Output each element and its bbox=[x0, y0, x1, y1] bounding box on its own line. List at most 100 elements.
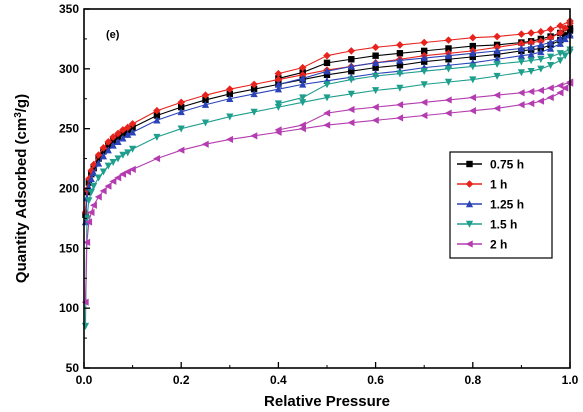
data-point bbox=[372, 72, 380, 80]
data-point bbox=[81, 298, 89, 306]
data-point bbox=[517, 58, 525, 66]
data-point bbox=[128, 165, 136, 173]
series-1-desorption-line bbox=[278, 27, 571, 79]
data-point bbox=[420, 38, 428, 47]
data-point bbox=[298, 121, 306, 129]
data-point bbox=[493, 55, 501, 63]
data-point bbox=[561, 35, 569, 43]
data-point bbox=[274, 103, 282, 111]
data-point bbox=[119, 170, 127, 178]
data-point bbox=[323, 67, 331, 75]
y-tick-label: 250 bbox=[59, 122, 79, 136]
data-point bbox=[299, 99, 307, 107]
y-tick-label: 300 bbox=[59, 62, 79, 76]
data-point bbox=[420, 68, 428, 76]
data-point bbox=[396, 56, 404, 64]
data-point bbox=[274, 100, 282, 108]
data-point bbox=[444, 96, 452, 104]
legend-item-5: 2 h bbox=[457, 238, 507, 252]
data-point bbox=[371, 103, 379, 111]
data-point bbox=[87, 175, 95, 183]
series-2-desorption-line bbox=[278, 20, 571, 75]
data-point bbox=[493, 72, 501, 80]
data-point bbox=[469, 49, 477, 57]
data-point bbox=[114, 129, 122, 138]
legend-marker bbox=[465, 220, 474, 228]
data-point bbox=[89, 160, 98, 169]
data-point bbox=[274, 85, 282, 93]
legend-item-1: 0.75 h bbox=[457, 158, 524, 172]
data-point bbox=[537, 56, 545, 64]
data-point bbox=[226, 85, 234, 93]
data-point bbox=[517, 39, 526, 48]
data-point bbox=[527, 68, 535, 76]
data-point bbox=[87, 188, 95, 196]
data-point bbox=[348, 56, 355, 63]
data-point bbox=[561, 52, 569, 60]
data-point bbox=[226, 90, 233, 98]
data-point bbox=[493, 91, 501, 99]
data-point bbox=[396, 41, 404, 49]
y-tick-label: 200 bbox=[59, 182, 79, 196]
data-point bbox=[114, 174, 122, 182]
data-point bbox=[99, 168, 108, 176]
data-point bbox=[347, 90, 355, 98]
data-point bbox=[469, 93, 476, 102]
x-tick-label: 0.8 bbox=[464, 373, 481, 387]
data-point bbox=[323, 71, 331, 79]
data-point bbox=[546, 25, 555, 34]
data-point bbox=[372, 64, 379, 71]
x-tick-label: 0.2 bbox=[173, 373, 190, 387]
data-point bbox=[420, 54, 428, 62]
data-point bbox=[85, 197, 93, 205]
data-point bbox=[87, 166, 96, 175]
data-point bbox=[201, 140, 209, 148]
data-point bbox=[104, 146, 112, 154]
legend-label: 1.5 h bbox=[490, 218, 517, 232]
data-point bbox=[517, 51, 525, 59]
data-point bbox=[556, 35, 564, 43]
data-point bbox=[129, 145, 137, 153]
data-point bbox=[226, 94, 234, 102]
data-point bbox=[445, 56, 452, 63]
data-point bbox=[527, 43, 535, 51]
data-point bbox=[537, 41, 545, 49]
data-point bbox=[90, 169, 98, 177]
data-point bbox=[517, 101, 525, 109]
data-point bbox=[124, 130, 132, 138]
data-point bbox=[527, 38, 535, 47]
data-point bbox=[527, 87, 535, 96]
data-point bbox=[250, 132, 258, 140]
legend-item-4: 1.5 h bbox=[457, 218, 517, 232]
data-point bbox=[123, 123, 132, 132]
data-point bbox=[469, 33, 477, 42]
data-point bbox=[298, 63, 307, 72]
data-point bbox=[153, 112, 161, 119]
data-point bbox=[299, 94, 307, 102]
data-point bbox=[129, 128, 137, 136]
y-tick-label: 150 bbox=[59, 241, 79, 255]
data-point bbox=[444, 78, 453, 86]
data-point bbox=[109, 133, 117, 141]
data-point bbox=[517, 69, 525, 77]
data-point bbox=[201, 119, 210, 127]
data-point bbox=[444, 36, 453, 44]
x-axis-title: Relative Pressure bbox=[264, 393, 390, 410]
data-point bbox=[104, 162, 112, 170]
data-point bbox=[123, 168, 131, 176]
data-point bbox=[347, 76, 355, 84]
data-point bbox=[90, 182, 98, 190]
y-axis-title-tail: /g) bbox=[13, 94, 30, 112]
legend-label: 0.75 h bbox=[490, 158, 524, 172]
data-point bbox=[561, 84, 569, 92]
data-point bbox=[323, 94, 331, 102]
x-tick-label: 0.4 bbox=[270, 373, 287, 387]
y-tick-label: 50 bbox=[66, 361, 80, 375]
series-4-desorption-line bbox=[278, 49, 571, 105]
y-tick-label: 350 bbox=[59, 2, 79, 16]
data-point bbox=[153, 116, 161, 124]
data-point bbox=[372, 87, 380, 95]
data-point bbox=[226, 135, 233, 144]
data-point bbox=[153, 106, 161, 115]
data-point bbox=[83, 238, 91, 246]
